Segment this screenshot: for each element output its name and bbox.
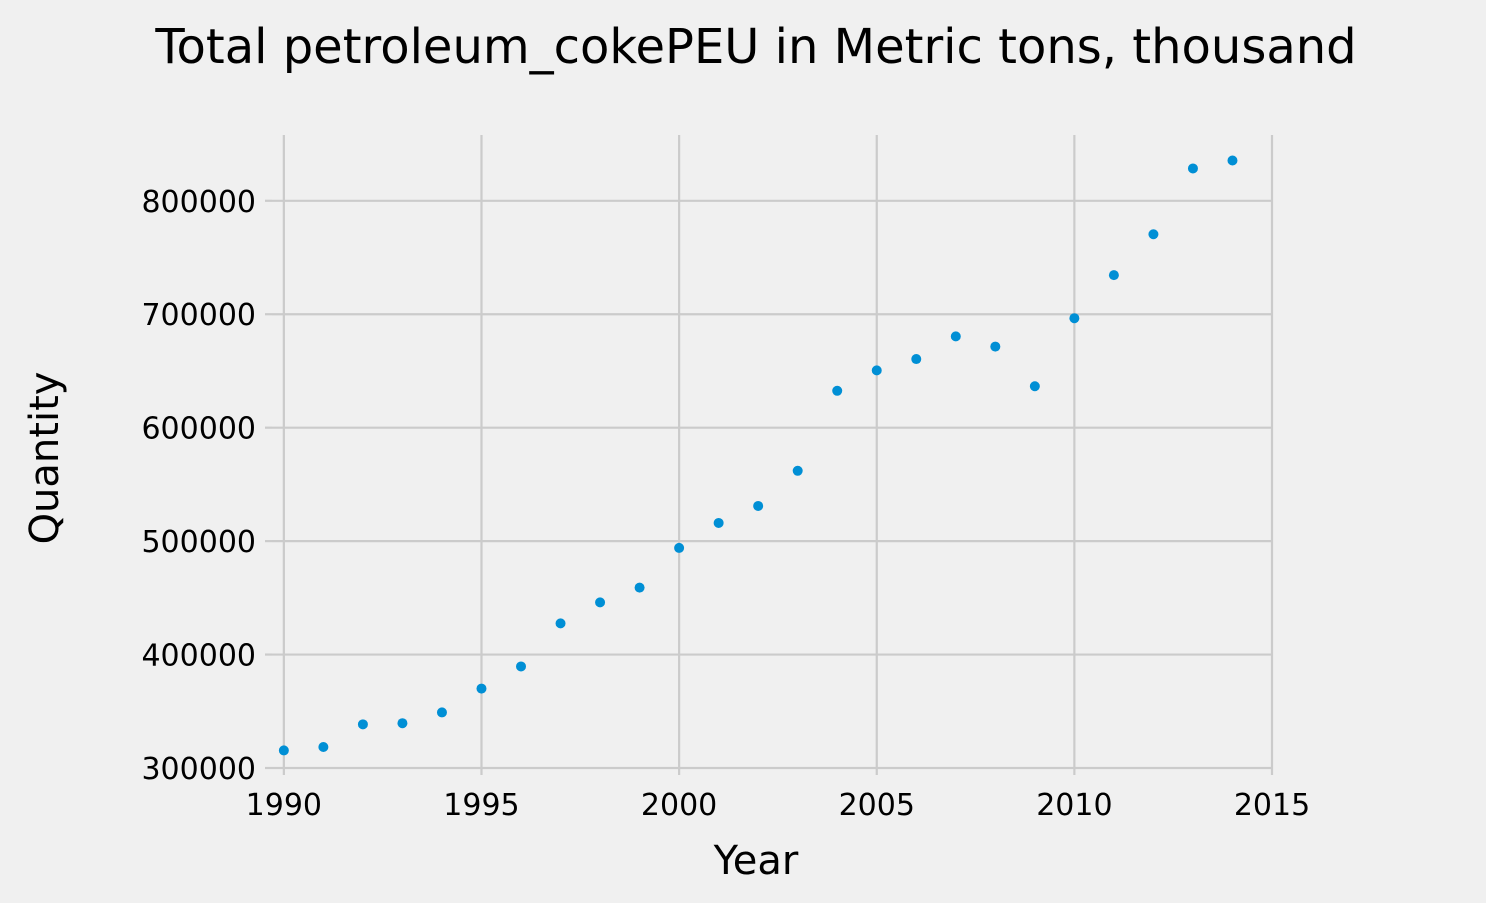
data-point xyxy=(634,582,645,593)
data-point xyxy=(397,718,408,729)
data-point xyxy=(713,517,724,528)
y-tick-label: 400000 xyxy=(141,639,256,674)
data-point xyxy=(476,683,487,694)
data-point xyxy=(436,707,447,718)
data-point xyxy=(1108,270,1119,281)
data-point xyxy=(950,331,961,342)
data-point xyxy=(516,661,527,672)
y-tick-label: 300000 xyxy=(141,752,256,787)
data-point xyxy=(990,341,1001,352)
data-point xyxy=(595,597,606,608)
x-tick-label: 2010 xyxy=(1036,788,1112,823)
x-tick-label: 1990 xyxy=(246,788,322,823)
data-point xyxy=(753,500,764,511)
x-axis: 1990 1995 2000 2005 2010 2015 xyxy=(246,768,1310,823)
chart-title: Total petroleum_cokePEU in Metric tons, … xyxy=(154,19,1356,75)
data-point xyxy=(832,385,843,396)
x-tick-label: 2005 xyxy=(839,788,915,823)
data-point xyxy=(555,618,566,629)
data-point xyxy=(674,542,685,553)
y-tick-label: 600000 xyxy=(141,412,256,447)
data-point xyxy=(792,465,803,476)
data-point xyxy=(357,719,368,730)
grid xyxy=(272,135,1274,770)
y-tick-label: 800000 xyxy=(141,185,256,220)
data-point xyxy=(1069,313,1080,324)
data-point xyxy=(1148,229,1159,240)
y-tick-label: 700000 xyxy=(141,298,256,333)
data-point xyxy=(1227,155,1238,166)
data-point xyxy=(871,365,882,376)
x-tick-label: 2015 xyxy=(1234,788,1310,823)
x-tick-label: 1995 xyxy=(443,788,519,823)
data-point xyxy=(1029,381,1040,392)
scatter-points xyxy=(278,155,1238,756)
data-point xyxy=(318,742,329,753)
y-tick-label: 500000 xyxy=(141,525,256,560)
data-point xyxy=(911,354,922,365)
y-axis-title: Quantity xyxy=(22,372,68,545)
data-point xyxy=(278,745,289,756)
x-tick-label: 2000 xyxy=(641,788,717,823)
y-axis: 300000 400000 500000 600000 700000 800000 xyxy=(141,185,272,787)
data-point xyxy=(1187,163,1198,174)
x-axis-title: Year xyxy=(713,838,799,884)
